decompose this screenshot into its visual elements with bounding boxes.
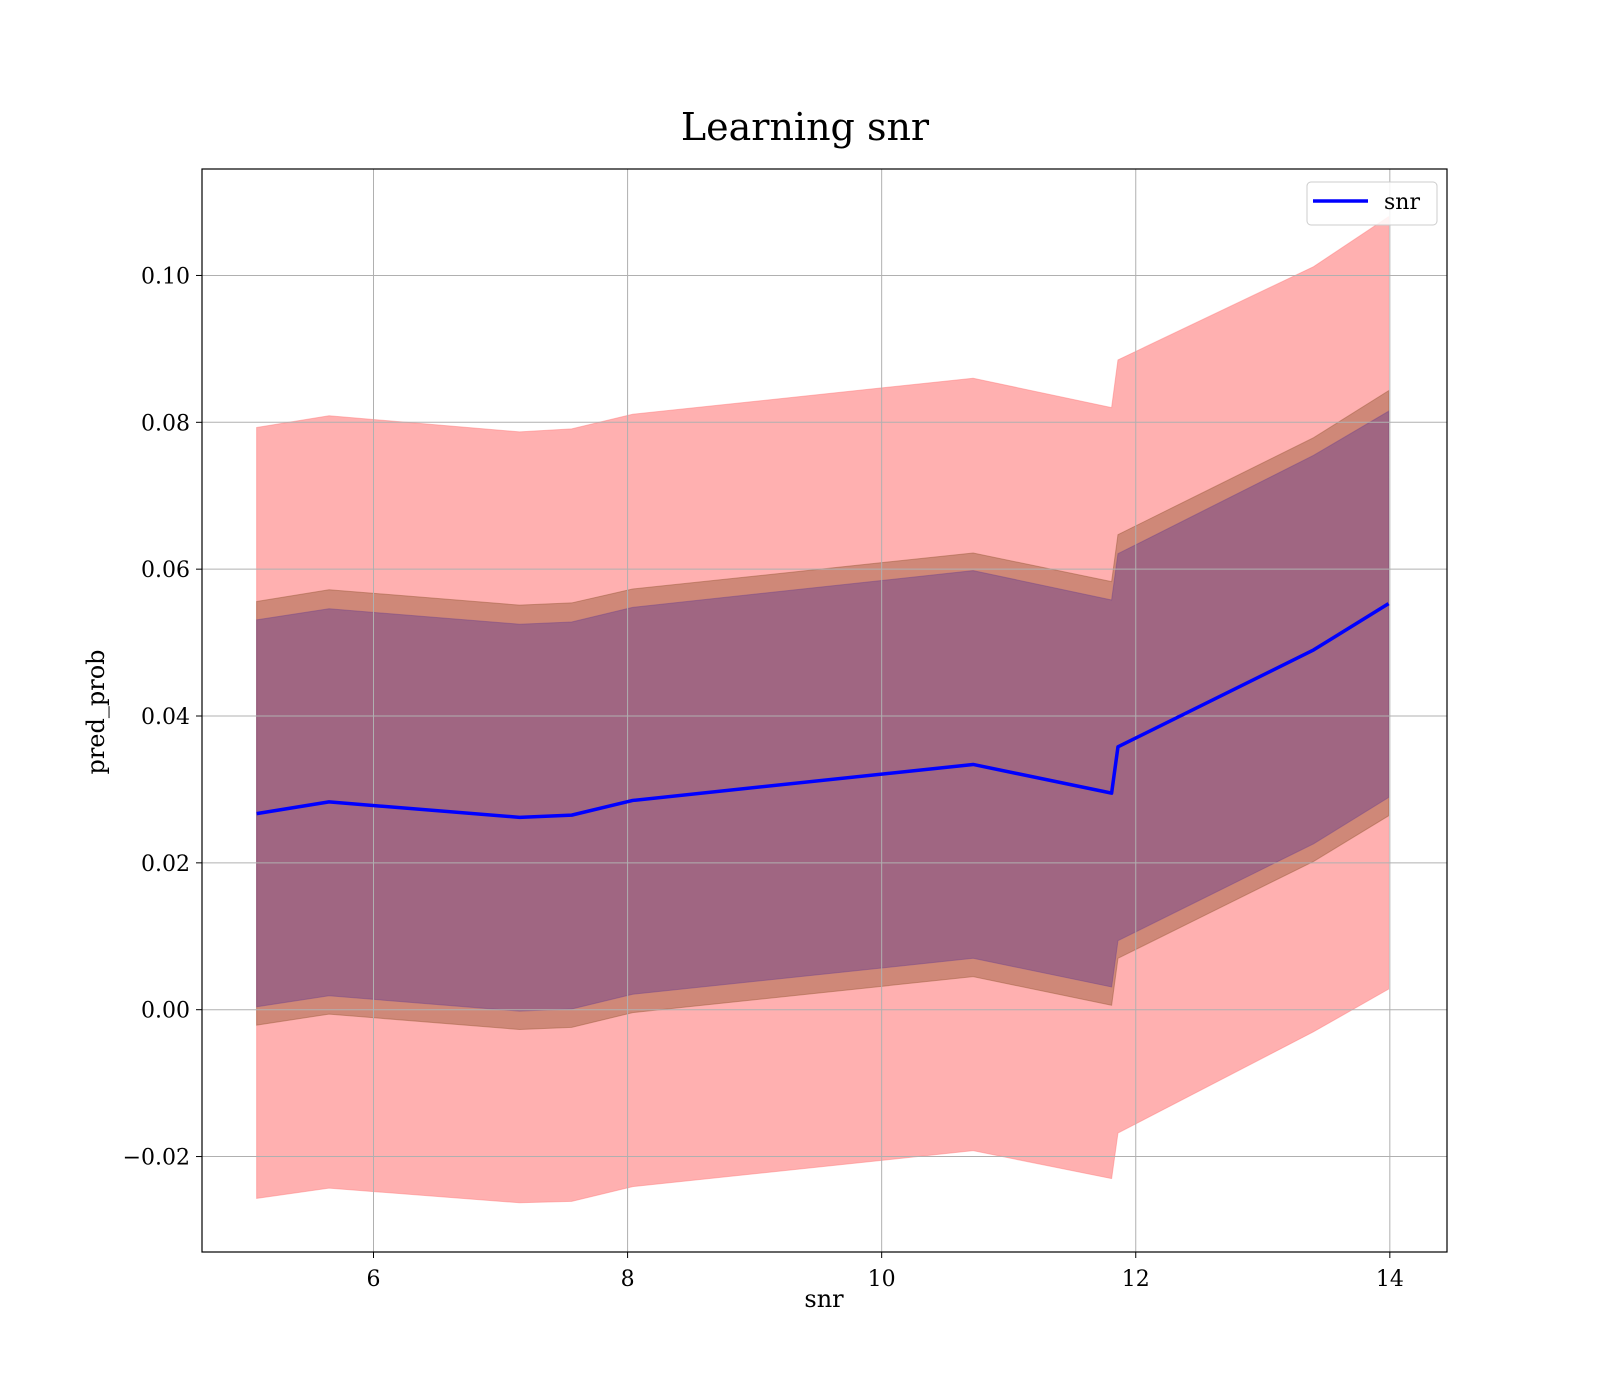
- x-tick-label: 10: [868, 1267, 896, 1292]
- confidence-bands: [256, 215, 1390, 1204]
- y-tick-label: 0.02: [141, 852, 190, 877]
- y-tick-label: 0.08: [141, 411, 190, 436]
- plot-frame: [201, 168, 1448, 1253]
- x-axis-title: snr: [804, 1285, 844, 1313]
- y-tick-label: 0.10: [141, 264, 190, 289]
- band-2: [256, 410, 1390, 1012]
- legend-box: [1306, 181, 1438, 226]
- y-tick-label: 0.06: [141, 558, 190, 583]
- axis-ticks: 6 8 10 12 14 −0.02 0.00 0.02 0.04 0.06 0.08 0.10: [123, 264, 1404, 1292]
- legend: snr: [1306, 181, 1438, 226]
- y-tick-label: 0.00: [141, 999, 190, 1024]
- x-tick-label: 14: [1376, 1267, 1404, 1292]
- chart-title: Learning snr: [681, 105, 930, 149]
- y-tick-label: 0.04: [141, 705, 190, 730]
- series-lines: [256, 602, 1390, 820]
- series-line-0: [256, 602, 1390, 820]
- legend-label: snr: [1384, 190, 1420, 215]
- x-tick-label: 12: [1122, 1267, 1150, 1292]
- grid-lines: [202, 169, 1447, 1252]
- y-tick-label: −0.02: [123, 1146, 190, 1171]
- x-tick-label: 8: [621, 1267, 635, 1292]
- x-tick-label: 6: [367, 1267, 381, 1292]
- y-axis-title: pred_prob: [82, 649, 110, 774]
